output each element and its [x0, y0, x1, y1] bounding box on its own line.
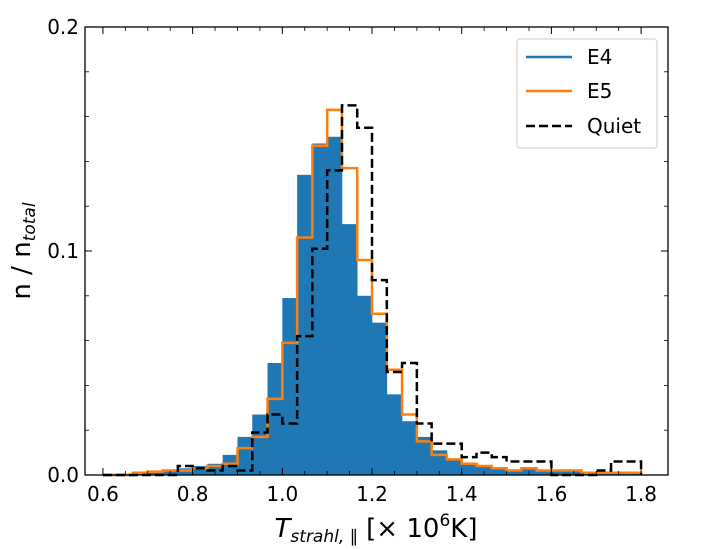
- y-tick-label: 0.1: [47, 239, 79, 263]
- y-tick-label: 0.2: [47, 15, 79, 39]
- x-tick-label: 1.6: [535, 482, 567, 506]
- x-tick-label: 1.2: [356, 482, 388, 506]
- x-tick-label: 1.4: [446, 482, 478, 506]
- y-tick-label: 0.0: [47, 463, 79, 487]
- legend-label-e4: E4: [587, 45, 612, 69]
- x-tick-labels: 0.6 0.8 1.0 1.2 1.4 1.6 1.8: [87, 482, 657, 506]
- e4-bar: [252, 414, 268, 475]
- x-tick-label: 1.8: [625, 482, 657, 506]
- e4-bar: [192, 466, 208, 475]
- x-axis-title: Tstrahl, ∥ [× 106K]: [275, 511, 478, 547]
- y-tick-labels: 0.0 0.1 0.2: [47, 15, 79, 487]
- e4-bar: [312, 143, 328, 476]
- e4-bar: [416, 436, 432, 475]
- legend-label-quiet: Quiet: [587, 114, 641, 138]
- x-tick-label: 0.8: [177, 482, 209, 506]
- legend-box: [516, 38, 658, 149]
- step-lines: [102, 104, 643, 477]
- e4-bar: [267, 363, 283, 475]
- e4-bar: [297, 174, 313, 475]
- y-axis-title: n / ntotal: [7, 202, 40, 299]
- e4-bar: [476, 466, 493, 475]
- e4-bar: [551, 470, 567, 475]
- e4-bar: [491, 468, 507, 475]
- e4-bar: [357, 295, 373, 475]
- x-tick-label: 0.6: [87, 482, 119, 506]
- e4-bar: [386, 394, 403, 475]
- axis-ticks: [85, 26, 668, 476]
- e4-bar: [327, 136, 343, 475]
- e4-bar: [372, 322, 388, 475]
- e4-bar: [431, 450, 448, 475]
- quiet-step-line: [102, 104, 643, 477]
- e4-bar: [402, 421, 418, 475]
- x-tick-label: 1.0: [266, 482, 298, 506]
- e4-bar: [341, 224, 358, 475]
- e4-bar: [461, 463, 477, 475]
- e5-step-line: [102, 108, 643, 477]
- legend-label-e5: E5: [587, 79, 612, 103]
- e4-bar: [536, 470, 552, 475]
- e4-bar: [237, 436, 253, 475]
- e4-bar: [282, 298, 298, 475]
- legend: E4 E5 Quiet: [516, 38, 658, 149]
- e4-bar: [446, 459, 463, 475]
- e4-bar: [506, 470, 522, 475]
